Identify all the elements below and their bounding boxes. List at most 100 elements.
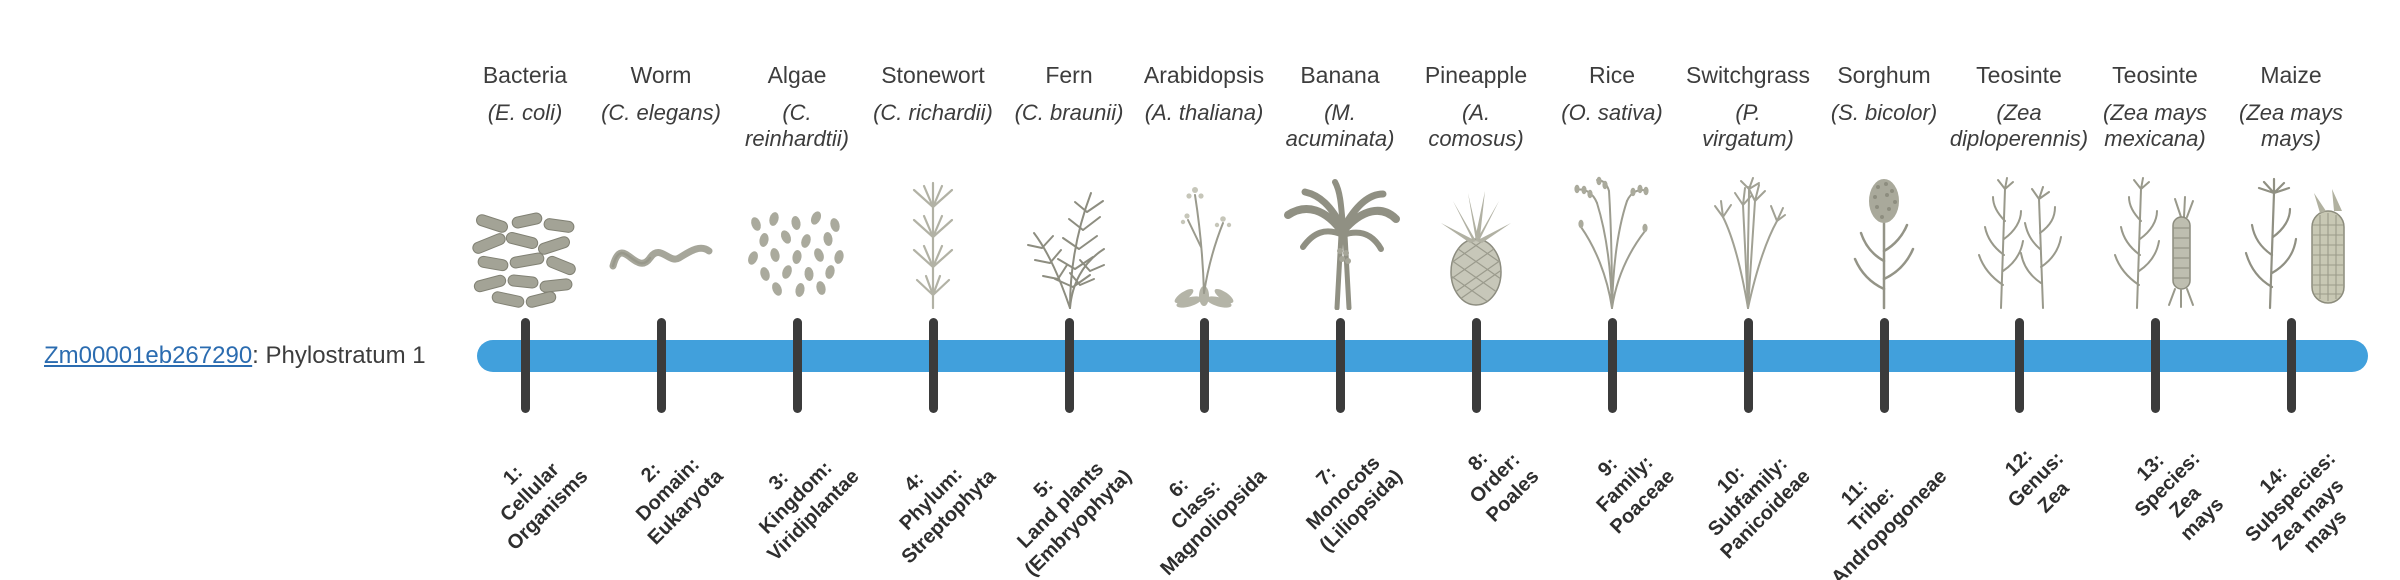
timeline-bar — [477, 340, 2368, 372]
organism-illustration — [722, 172, 872, 310]
organism-illustration — [1673, 172, 1823, 310]
tick-mark — [1471, 318, 1481, 413]
algae-icon — [748, 211, 844, 297]
common-name: Worm — [630, 62, 692, 88]
rank-label: 2: Domain: Eukaryota — [632, 453, 728, 550]
rank-label: 3: Kingdom: Viridiplantae — [755, 457, 864, 566]
scientific-name: (C. braunii) — [1014, 100, 1124, 125]
organism-illustration — [2080, 172, 2230, 310]
organism-illustration — [1129, 172, 1279, 310]
fern-icon — [1026, 192, 1105, 309]
tick-mark — [1199, 318, 1209, 413]
tick-mark — [1879, 318, 1889, 413]
stratum-column: Banana (M. acuminata) — [1265, 0, 1415, 580]
stratum-column: Bacteria (E. coli) — [450, 0, 600, 580]
tick-mark — [2286, 318, 2296, 413]
rank-label: 4: Phylum: Streptophyta — [895, 463, 1000, 568]
scientific-name: (C. richardii) — [873, 100, 993, 125]
worm-icon — [609, 244, 713, 270]
organism-illustration — [994, 172, 1144, 310]
tick-mark — [928, 318, 938, 413]
tick-mark — [656, 318, 666, 413]
scientific-name: (A. thaliana) — [1144, 100, 1264, 125]
stonewort-icon — [912, 181, 954, 310]
organism-illustration — [450, 172, 600, 310]
bacteria-icon — [471, 212, 576, 308]
common-name: Sorghum — [1837, 62, 1931, 88]
organism-illustration — [858, 172, 1008, 310]
stratum-column: Pineapple (A. comosus) — [1401, 0, 1551, 580]
stratum-column: Worm (C. elegans) 2: Domain: Eukaryota — [586, 0, 736, 580]
scientific-name: (A. comosus) — [1428, 100, 1524, 151]
switchgrass-icon — [1714, 177, 1786, 309]
organism-illustration — [1944, 172, 2094, 310]
rice-icon — [1574, 176, 1649, 309]
common-name: Rice — [1588, 62, 1635, 88]
common-name: Switchgrass — [1686, 62, 1810, 88]
common-name: Arabidopsis — [1143, 62, 1265, 88]
stratum-column: Fern (C. braunii) — [994, 0, 1144, 580]
tick-mark — [1607, 318, 1617, 413]
organism-illustration — [1809, 172, 1959, 310]
rank-label: 8: Order: Poales — [1463, 447, 1543, 527]
rank-label: 7: Monocots (Liliopsida) — [1302, 452, 1407, 557]
teosinte-mexicana-icon — [2114, 177, 2194, 309]
scientific-name: (E. coli) — [487, 100, 563, 125]
tick-mark — [1064, 318, 1074, 413]
scientific-name: (C. reinhardtii) — [745, 100, 849, 151]
common-name: Pineapple — [1424, 62, 1528, 88]
scientific-name: (P. virgatum) — [1702, 100, 1794, 151]
stratum-column: Sorghum (S. bicolor) 11: Tribe — [1809, 0, 1959, 580]
maize-icon — [2244, 177, 2345, 310]
tick-mark — [2014, 318, 2024, 413]
phylostratum-text: : Phylostratum 1 — [252, 342, 426, 369]
tick-mark — [520, 318, 530, 413]
gene-label: Zm00001eb267290: Phylostratum 1 — [44, 342, 426, 370]
stratum-column: Stonewort (C. richardii) 4: Phylum: Stre… — [858, 0, 1008, 580]
banana-icon — [1283, 179, 1400, 310]
rank-label: 10: Subfamily: Panicoideae — [1704, 453, 1815, 564]
stratum-column: Algae (C. reinhardtii) — [722, 0, 872, 580]
scientific-name: (Zea mays mays) — [2239, 100, 2343, 151]
scientific-name: (C. elegans) — [601, 100, 721, 125]
common-name: Teosinte — [2112, 62, 2198, 88]
common-name: Teosinte — [1976, 62, 2062, 88]
organism-illustration — [2216, 172, 2366, 310]
stratum-column: Switchgrass (P. virgatum) 10: Subfa — [1673, 0, 1823, 580]
rank-label: 9: Family: Poaceae — [1592, 451, 1679, 539]
stratum-column: Teosinte (Zea mays mexicana) — [2080, 0, 2230, 580]
organism-illustration — [586, 172, 736, 310]
stratum-column: Teosinte (Zea diploperennis) — [1944, 0, 2094, 580]
rank-label: 5: Land plants (Embryophyta) — [1013, 458, 1136, 580]
scientific-name: (O. sativa) — [1561, 100, 1663, 125]
organism-illustration — [1265, 172, 1415, 310]
scientific-name: (M. acuminata) — [1285, 100, 1395, 151]
gene-link[interactable]: Zm00001eb267290 — [44, 342, 253, 369]
common-name: Maize — [2260, 62, 2322, 88]
scientific-name: (S. bicolor) — [1830, 100, 1938, 125]
tick-mark — [2150, 318, 2160, 413]
common-name: Fern — [1045, 62, 1093, 88]
tick-mark — [792, 318, 802, 413]
arabidopsis-icon — [1174, 187, 1234, 308]
stratum-column: Maize (Zea mays mays) — [2216, 0, 2366, 580]
pineapple-icon — [1440, 191, 1511, 306]
rank-label: 6: Class: Magnoliopsida — [1156, 465, 1271, 580]
teosinte-diploperennis-icon — [1978, 177, 2062, 309]
rank-label: 12: Genus: Zea — [2001, 444, 2074, 518]
tick-mark — [1335, 318, 1345, 413]
organism-illustration — [1537, 172, 1687, 310]
common-name: Bacteria — [482, 62, 568, 88]
common-name: Banana — [1300, 62, 1380, 88]
common-name: Algae — [767, 62, 827, 88]
rank-label: 11: Tribe: Andropogoneae — [1826, 465, 1951, 580]
rank-label: 14: Subspecies: Zea mays mays — [2241, 447, 2352, 558]
tick-mark — [1743, 318, 1753, 413]
common-name: Stonewort — [881, 62, 985, 88]
stratum-column: Rice (O. sativa) — [1537, 0, 1687, 580]
organism-illustration — [1401, 172, 1551, 310]
rank-label: 1: Cellular Organisms — [496, 458, 592, 555]
scientific-name: (Zea mays mexicana) — [2103, 100, 2207, 151]
stratum-column: Arabidopsis (A. thaliana) — [1129, 0, 1279, 580]
